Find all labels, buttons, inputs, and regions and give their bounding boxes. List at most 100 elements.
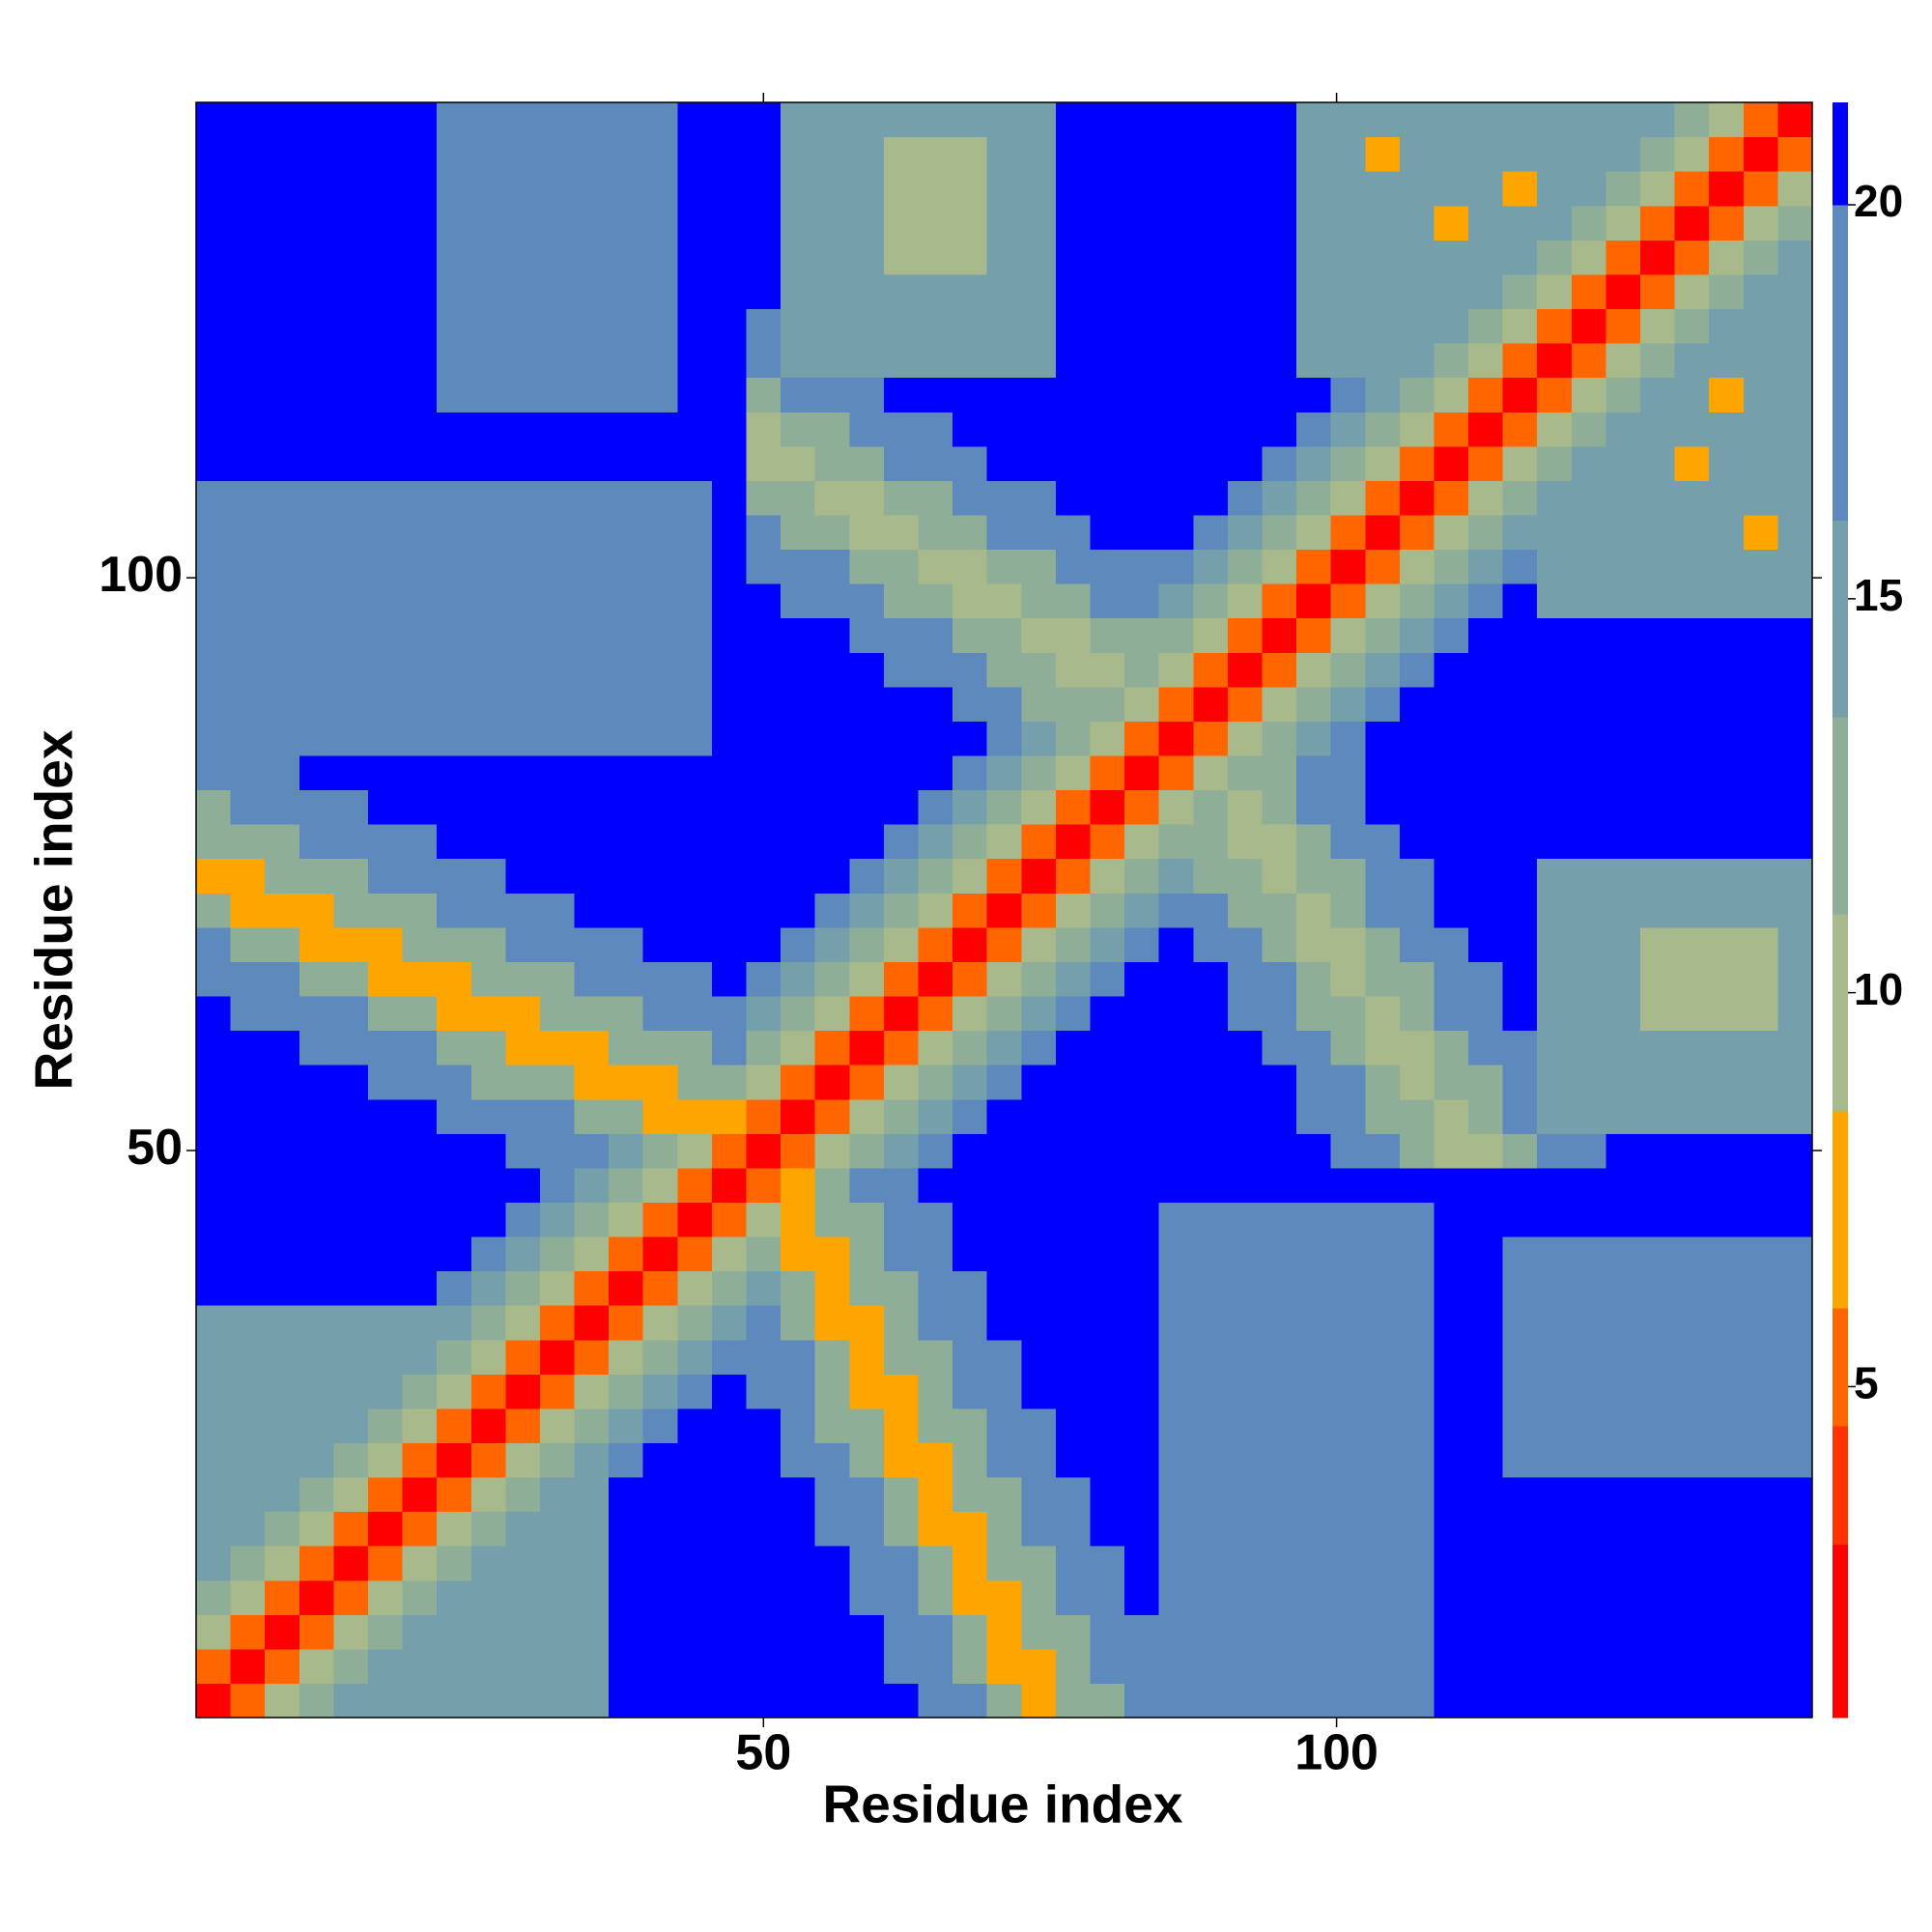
- heatmap-cell: [1330, 1270, 1366, 1306]
- heatmap-cell: [505, 1648, 541, 1685]
- heatmap-cell: [1193, 1648, 1229, 1685]
- heatmap-cell: [230, 1579, 266, 1615]
- heatmap-cell: [402, 1579, 438, 1615]
- colorbar-segment: [1833, 1110, 1848, 1309]
- heatmap-cell: [333, 1030, 369, 1065]
- heatmap-cell: [642, 1167, 678, 1203]
- heatmap-cell: [1227, 1614, 1264, 1650]
- heatmap-cell: [298, 1065, 334, 1100]
- heatmap-cell: [952, 412, 988, 447]
- heatmap-cell: [883, 617, 920, 653]
- heatmap-cell: [1055, 1270, 1092, 1306]
- heatmap-cell: [1537, 686, 1573, 722]
- heatmap-cell: [746, 1167, 781, 1203]
- heatmap-cell: [1468, 1511, 1504, 1547]
- heatmap-cell: [814, 171, 850, 207]
- heatmap-cell: [849, 273, 885, 310]
- heatmap-cell: [230, 205, 266, 241]
- heatmap-cell: [1434, 824, 1469, 860]
- heatmap-cell: [1674, 205, 1710, 241]
- heatmap-cell: [1365, 1442, 1401, 1478]
- heatmap-cell: [1262, 1167, 1297, 1203]
- heatmap-cell: [677, 343, 713, 379]
- heatmap-cell: [1537, 273, 1573, 310]
- heatmap-cell: [952, 308, 988, 344]
- heatmap-cell: [642, 1374, 678, 1409]
- heatmap-cell: [883, 273, 920, 310]
- heatmap-cell: [1227, 754, 1264, 791]
- heatmap-cell: [402, 514, 438, 551]
- heatmap-cell: [1365, 1546, 1401, 1581]
- heatmap-cell: [1640, 273, 1676, 310]
- heatmap-cell: [1674, 102, 1710, 138]
- heatmap-cell: [505, 754, 541, 791]
- heatmap-cell: [1262, 961, 1297, 997]
- heatmap-cell: [1330, 1133, 1366, 1169]
- heatmap-cell: [367, 961, 404, 997]
- heatmap-cell: [1571, 789, 1607, 825]
- heatmap-cell: [1502, 926, 1538, 962]
- heatmap-cell: [1021, 995, 1057, 1032]
- heatmap-cell: [1296, 343, 1332, 379]
- heatmap-cell: [1674, 1476, 1710, 1513]
- heatmap-cell: [1709, 1133, 1745, 1169]
- heatmap-cell: [711, 1236, 748, 1272]
- heatmap-cell: [1227, 926, 1264, 962]
- heatmap-cell: [986, 926, 1022, 962]
- heatmap-cell: [642, 1407, 678, 1444]
- heatmap-cell: [849, 240, 885, 275]
- heatmap-cell: [539, 995, 576, 1032]
- heatmap-cell: [642, 858, 678, 894]
- heatmap-cell: [1434, 240, 1469, 275]
- heatmap-cell: [1365, 961, 1401, 997]
- heatmap-cell: [1571, 205, 1607, 241]
- heatmap-cell: [1330, 240, 1366, 275]
- heatmap-cell: [1227, 617, 1264, 653]
- heatmap-cell: [1502, 412, 1538, 447]
- heatmap-cell: [1537, 1133, 1573, 1169]
- heatmap-cell: [1090, 205, 1125, 241]
- heatmap-cell: [230, 308, 266, 344]
- heatmap-cell: [402, 789, 438, 825]
- heatmap-cell: [1571, 549, 1607, 584]
- heatmap-cell: [918, 412, 953, 447]
- heatmap-cell: [1743, 995, 1779, 1032]
- heatmap-cell: [1537, 1407, 1573, 1444]
- heatmap-cell: [1296, 1648, 1332, 1685]
- heatmap-cell: [1296, 721, 1332, 756]
- heatmap-cell: [711, 171, 748, 207]
- heatmap-cell: [1090, 1030, 1125, 1065]
- heatmap-cell: [539, 926, 576, 962]
- heatmap-cell: [1055, 1030, 1092, 1065]
- heatmap-cell: [781, 995, 816, 1032]
- heatmap-cell: [437, 1339, 472, 1375]
- heatmap-cell: [1537, 1683, 1573, 1719]
- heatmap-cell: [1709, 1579, 1745, 1615]
- heatmap-cell: [1158, 995, 1194, 1032]
- heatmap-cell: [1468, 1202, 1504, 1237]
- heatmap-cell: [230, 1065, 266, 1100]
- heatmap-cell: [367, 1648, 404, 1685]
- heatmap-cell: [642, 1511, 678, 1547]
- heatmap-cell: [1365, 721, 1401, 756]
- heatmap-cell: [1262, 1133, 1297, 1169]
- heatmap-cell: [677, 652, 713, 688]
- heatmap-cell: [1605, 514, 1641, 551]
- heatmap-cell: [230, 1098, 266, 1134]
- heatmap-cell: [196, 1065, 232, 1100]
- heatmap-cell: [1227, 1098, 1264, 1134]
- heatmap-cell: [298, 686, 334, 722]
- heatmap-cell: [677, 1407, 713, 1444]
- heatmap-cell: [918, 1065, 953, 1100]
- heatmap-cell: [505, 686, 541, 722]
- heatmap-cell: [746, 1683, 781, 1719]
- heatmap-cell: [574, 1339, 610, 1375]
- heatmap-cell: [952, 721, 988, 756]
- heatmap-cell: [1330, 308, 1366, 344]
- heatmap-cell: [1434, 1442, 1469, 1478]
- heatmap-cell: [1777, 377, 1813, 412]
- heatmap-cell: [1296, 1546, 1332, 1581]
- heatmap-cell: [574, 858, 610, 894]
- heatmap-cell: [609, 273, 644, 310]
- heatmap-cell: [1158, 1339, 1194, 1375]
